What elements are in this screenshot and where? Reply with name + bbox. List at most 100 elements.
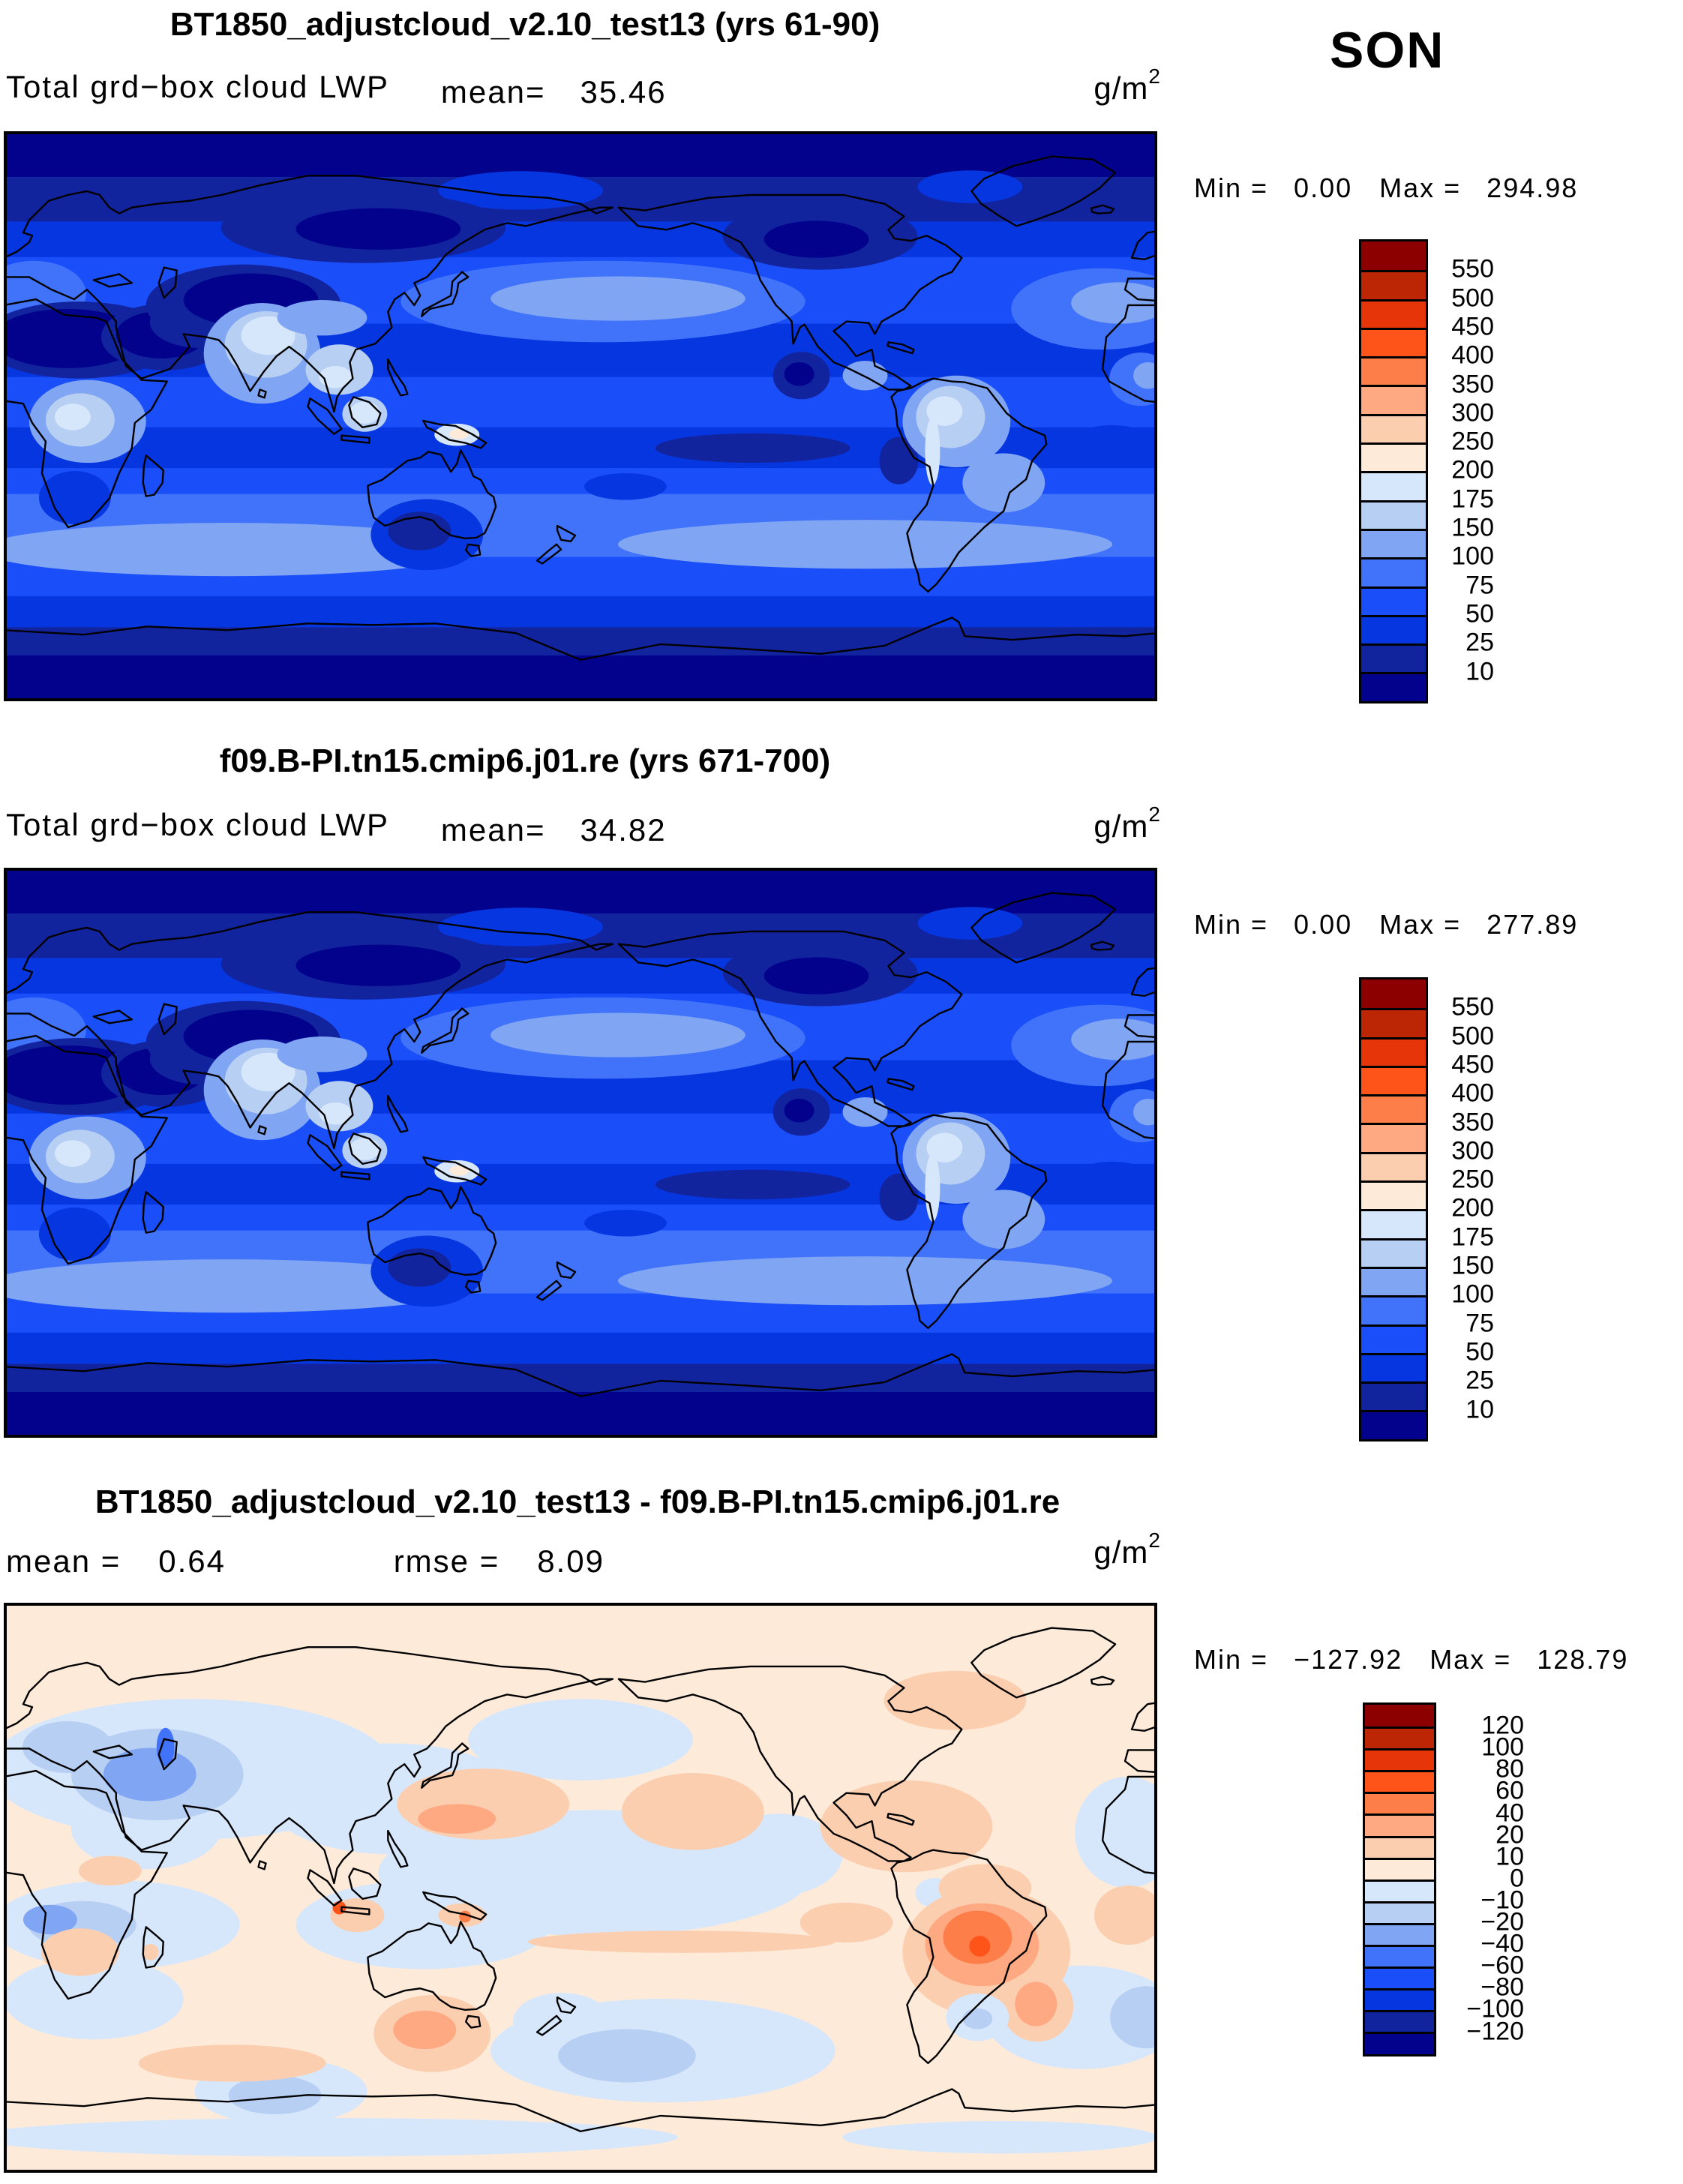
panel1-title: BT1850_adjustcloud_v2.10_test13 (yrs 61-… — [170, 6, 880, 43]
panel2-field-label: Total grd−box cloud LWP — [6, 807, 389, 842]
colorbar-tick-label: −100 — [1466, 1994, 1524, 2024]
colorbar-tick-label: −10 — [1480, 1886, 1524, 1915]
colorbar-tick-label: 75 — [1466, 570, 1494, 599]
panel1-meta-row: Total grd−box cloud LWP mean= 35.46 g/m2 — [6, 64, 1160, 110]
colorbar-tick-label: 200 — [1451, 1193, 1494, 1222]
colorbar-segment — [1365, 2010, 1434, 2032]
colorbar-tick-label: 150 — [1451, 513, 1494, 542]
colorbar-tick-label: 100 — [1481, 1732, 1524, 1762]
colorbar-segment — [1361, 1209, 1426, 1238]
colorbar-segment — [1361, 1180, 1426, 1210]
panel2-mean-value: 34.82 — [580, 812, 667, 848]
colorbar-segment — [1361, 586, 1426, 615]
colorbar-segment — [1361, 1151, 1426, 1181]
colorbar-segment — [1365, 1922, 1434, 1946]
panel1-mean: mean= 35.46 — [441, 74, 667, 110]
colorbar-tick-label: 550 — [1451, 992, 1494, 1022]
panel3-mean-value: 0.64 — [158, 1544, 226, 1579]
panel3-min-label: Min = — [1194, 1644, 1269, 1675]
colorbar-segment — [1361, 356, 1426, 386]
panel1-colorbar: 550 500 450 400 350 300 250 200 175 150 100 75 50 25 1… — [1359, 239, 1494, 704]
panel3-max-value: 128.79 — [1537, 1644, 1629, 1675]
colorbar-tick-label: 100 — [1451, 1280, 1494, 1309]
colorbar-segment — [1361, 557, 1426, 586]
panel2-mean: mean= 34.82 — [441, 812, 667, 848]
colorbar-tick-label: 400 — [1451, 1078, 1494, 1108]
map-panel1-lwp — [4, 131, 1157, 701]
colorbar-segment — [1361, 242, 1426, 271]
colorbar-segment — [1361, 1036, 1426, 1066]
colorbar-segment — [1361, 270, 1426, 299]
colorbar-segment — [1365, 1988, 1434, 2011]
colorbar-segment — [1365, 1966, 1434, 1989]
colorbar-segment — [1365, 1726, 1434, 1749]
colorbar-tick-label: 175 — [1451, 484, 1494, 513]
panel3-units: g/m2 — [1094, 1528, 1161, 1570]
panel1-minmax: Min = 0.00 Max = 294.98 — [1194, 172, 1578, 204]
colorbar-segment — [1361, 614, 1426, 644]
colorbar-segment — [1365, 1835, 1434, 1858]
colorbar-tick-label: 350 — [1451, 369, 1494, 398]
colorbar-tick-label: −60 — [1480, 1951, 1524, 1980]
colorbar-tick-label: −20 — [1480, 1907, 1524, 1936]
colorbar-segment — [1361, 1382, 1426, 1411]
colorbar-segment — [1365, 1705, 1434, 1727]
map-panel3-diff — [4, 1603, 1157, 2173]
colorbar-segment — [1361, 1324, 1426, 1353]
colorbar-tick-label: 250 — [1451, 427, 1494, 456]
colorbar-segment — [1361, 672, 1426, 701]
colorbar-segment — [1365, 1857, 1434, 1880]
colorbar-segment — [1361, 442, 1426, 472]
panel3-mean-label: mean = — [6, 1544, 122, 1579]
colorbar-tick-label: −80 — [1480, 1972, 1524, 2002]
colorbar-tick-label: 10 — [1466, 1394, 1494, 1424]
panel2-max-label: Max = — [1379, 909, 1462, 940]
colorbar-tick-label: 500 — [1451, 283, 1494, 312]
colorbar-segment — [1361, 1094, 1426, 1124]
colorbar-segment — [1361, 413, 1426, 443]
panel1-mean-label: mean= — [440, 74, 546, 110]
panel1-max-value: 294.98 — [1486, 172, 1579, 203]
colorbar-segment — [1361, 1008, 1426, 1037]
colorbar-segment — [1361, 1065, 1426, 1095]
colorbar-segment — [1365, 2032, 1434, 2054]
colorbar-tick-label: 10 — [1466, 656, 1494, 686]
colorbar-segment — [1361, 500, 1426, 529]
colorbar-segment — [1361, 1238, 1426, 1267]
colorbar-segment — [1365, 1814, 1434, 1836]
colorbar-segment — [1365, 1945, 1434, 1967]
panel2-min-value: 0.00 — [1294, 909, 1353, 940]
panel2-meta-row: Total grd−box cloud LWP mean= 34.82 g/m2 — [6, 802, 1160, 848]
colorbar-tick-label: 150 — [1451, 1251, 1494, 1280]
panel1-mean-value: 35.46 — [580, 74, 667, 110]
colorbar-tick-label: 450 — [1451, 1050, 1494, 1079]
colorbar-tick-label: 550 — [1451, 254, 1494, 284]
colorbar-segment — [1361, 327, 1426, 357]
colorbar-tick-label: 25 — [1466, 628, 1494, 657]
colorbar-segment — [1361, 1410, 1426, 1439]
panel2-min-label: Min = — [1194, 909, 1269, 940]
colorbar-segment — [1365, 1879, 1434, 1901]
colorbar-tick-label: −40 — [1480, 1929, 1524, 1958]
colorbar-segment — [1361, 298, 1426, 328]
panel1-field-label: Total grd−box cloud LWP — [6, 69, 389, 104]
panel2-colorbar: 550 500 450 400 350 300 250 200 175 150 100 75 50 25 1… — [1359, 977, 1494, 1442]
colorbar-tick-label: 80 — [1496, 1754, 1524, 1784]
colorbar-segment — [1361, 1123, 1426, 1152]
panel3-minmax: Min = −127.92 Max = 128.79 — [1194, 1644, 1628, 1676]
colorbar-tick-label: 250 — [1451, 1165, 1494, 1194]
colorbar-tick-label: 100 — [1451, 542, 1494, 571]
colorbar-segment — [1361, 644, 1426, 673]
colorbar-segment — [1361, 1352, 1426, 1382]
panel3-title: BT1850_adjustcloud_v2.10_test13 - f09.B-… — [94, 1484, 1060, 1520]
map-panel2-lwp — [4, 868, 1157, 1438]
colorbar-tick-label: 60 — [1496, 1776, 1524, 1805]
panel3-max-label: Max = — [1430, 1644, 1512, 1675]
colorbar-segment — [1365, 1748, 1434, 1771]
colorbar-tick-label: 120 — [1481, 1711, 1524, 1740]
panel3-min-value: −127.92 — [1294, 1644, 1403, 1675]
season-label: SON — [1330, 22, 1445, 79]
panel3-rmse-label: rmse = — [393, 1544, 500, 1579]
panel2-mean-label: mean= — [440, 812, 546, 848]
